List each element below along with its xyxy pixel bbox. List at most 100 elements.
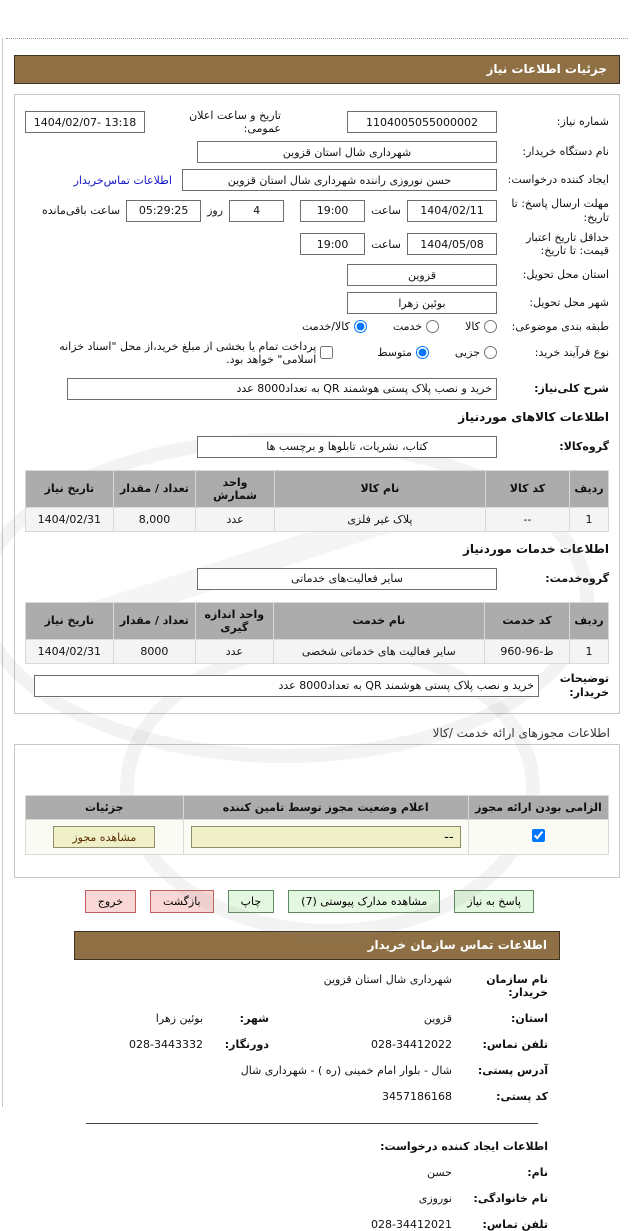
services-cell-date: 1404/02/31 (26, 639, 113, 663)
deadline-date-field[interactable] (407, 199, 497, 222)
contact-province-value: قزوین (423, 1012, 452, 1026)
buyer-notes-field[interactable] (34, 674, 539, 697)
delivery-city-label: شهر محل تحویل: (529, 296, 609, 310)
contact-city-value: بوئین زهرا (155, 1012, 203, 1026)
section-header-buyer-contact: اطلاعات تماس سازمان خریدار (74, 931, 560, 961)
delivery-province-label: استان محل تحویل: (522, 268, 609, 282)
services-cell-row-no: 1 (570, 639, 608, 663)
creator-firstname-label: نام: (527, 1166, 548, 1180)
creator-section-title-row: اطلاعات ایجاد کننده درخواست: (20, 1140, 548, 1153)
permits-table: الزامی بودن ارائه مجوز اعلام وضعیت مجوز … (25, 795, 609, 856)
buyer-org-label: نام دستگاه خریدار: (522, 145, 609, 159)
validity-hour-label: ساعت (371, 237, 401, 251)
service-group-field[interactable] (197, 567, 497, 590)
countdown-timer-field[interactable] (126, 199, 202, 222)
services-header-qty: تعداد / مقدار (113, 602, 195, 639)
section-header-need-details: جزئیات اطلاعات نیاز (14, 55, 620, 84)
row-service-group: گروه‌خدمت: (25, 567, 609, 590)
row-delivery-city: شهر محل تحویل: (25, 292, 609, 314)
announce-datetime-field[interactable] (25, 111, 145, 133)
goods-header-code: کد کالا (485, 470, 570, 507)
radio-goods-service[interactable] (353, 320, 367, 334)
postal-code-value: 3457186168 (382, 1090, 452, 1104)
delivery-city-field[interactable] (347, 292, 497, 314)
goods-header-name: نام کالا (274, 470, 485, 507)
goods-group-label: گروه‌کالا: (559, 439, 609, 453)
radio-minor[interactable] (484, 346, 497, 360)
treasury-checkbox[interactable] (320, 346, 334, 360)
row-creator-lastname: نام خانوادگی: نوروزی (20, 1192, 548, 1205)
respond-to-need-button[interactable]: پاسخ به نیاز (454, 890, 534, 914)
row-goods-group: گروه‌کالا: (25, 435, 609, 458)
row-creator-firstname: نام: حسن (20, 1166, 548, 1179)
purchase-process-label: نوع فرآیند خرید: (534, 345, 609, 359)
delivery-province-field[interactable] (347, 264, 497, 286)
goods-cell-unit: عدد (196, 507, 274, 531)
contact-fax-value: 028-3443332 (129, 1038, 203, 1052)
services-header-date: تاریخ نیاز (26, 602, 113, 639)
need-description-field[interactable] (67, 377, 497, 400)
print-button[interactable]: چاپ (227, 890, 275, 914)
goods-cell-row-no: 1 (570, 507, 608, 531)
permits-panel: الزامی بودن ارائه مجوز اعلام وضعیت مجوز … (14, 744, 620, 879)
view-permit-button[interactable]: مشاهده مجوز (53, 826, 156, 849)
row-need-number: شماره نیاز: تاریخ و ساعت اعلان عمومی: (25, 109, 609, 135)
permit-required-checkbox[interactable] (531, 829, 545, 843)
contact-fax-label: دورنگار: (224, 1038, 269, 1052)
need-number-label: شماره نیاز: (556, 115, 609, 129)
buyer-notes-label: توضیحات خریدار: (559, 671, 609, 699)
buyer-contact-link[interactable]: اطلاعات تماس‌خریدار (73, 173, 172, 187)
exit-button[interactable]: خروج (84, 890, 137, 914)
services-table-row[interactable]: 1 960-96-ط سایر فعالیت های خدماتی شخصی ع… (26, 639, 608, 663)
validity-date-field[interactable] (407, 233, 497, 256)
top-dotted-divider (6, 38, 628, 39)
request-creator-field[interactable] (182, 169, 497, 191)
services-cell-unit: عدد (195, 639, 273, 663)
need-description-label: شرح کلی‌نیاز: (534, 381, 609, 395)
section-divider (86, 1123, 538, 1125)
radio-medium-label: متوسط (377, 346, 412, 360)
contact-phone-value: 028-34412022 (371, 1038, 452, 1052)
row-need-description: شرح کلی‌نیاز: (25, 377, 609, 400)
row-phone-fax: تلفن تماس: 028-34412022 دورنگار: 028-344… (20, 1038, 548, 1051)
goods-group-field[interactable] (197, 435, 497, 458)
contact-province-label: استان: (511, 1012, 548, 1026)
permits-header-required: الزامی بودن ارائه مجوز (468, 796, 608, 820)
goods-header-row-no: ردیف (570, 470, 608, 507)
price-validity-label: حداقل تاریخ اعتبار قیمت: تا تاریخ: (525, 230, 609, 258)
buyer-org-field[interactable] (197, 141, 497, 163)
permits-table-row[interactable]: مشاهده مجوز (26, 820, 608, 855)
org-name-value: شهرداری شال استان قزوین (323, 973, 452, 987)
row-subject-classification: طبقه بندی موضوعی: کالا خدمت کالا/خدمت (25, 320, 609, 334)
permit-status-field[interactable] (190, 826, 461, 849)
service-group-label: گروه‌خدمت: (545, 571, 609, 585)
view-attachments-button[interactable]: مشاهده مدارک پیوستی (7) (288, 890, 441, 914)
postal-address-label: آدرس پستی: (477, 1064, 548, 1078)
days-remaining-field[interactable] (229, 199, 285, 222)
goods-table-row[interactable]: 1 -- پلاک غیر فلزی عدد 8,000 1404/02/31 (26, 507, 608, 531)
row-org-name: نام سازمان خریدار: شهرداری شال استان قزو… (20, 973, 548, 999)
hours-remaining-label: ساعت باقی‌مانده (42, 204, 121, 218)
back-button[interactable]: بازگشت (150, 890, 214, 914)
radio-minor-label: جزیی (454, 346, 480, 360)
validity-time-field[interactable] (300, 233, 366, 256)
services-header-name: نام خدمت (273, 602, 484, 639)
row-buyer-org: نام دستگاه خریدار: (25, 141, 609, 163)
need-number-field[interactable] (347, 111, 497, 133)
org-name-label: نام سازمان خریدار: (486, 973, 548, 1000)
announce-datetime-label: تاریخ و ساعت اعلان عمومی: (189, 109, 281, 135)
page-left-border (2, 38, 3, 1107)
row-postal-address: آدرس پستی: شال - بلوار امام خمینی (ره ) … (20, 1064, 548, 1077)
row-creator-phone: تلفن تماس: 028-34412021 (20, 1218, 548, 1231)
radio-medium[interactable] (415, 346, 429, 360)
action-buttons: پاسخ به نیاز مشاهده مدارک پیوستی (7) چاپ… (0, 890, 534, 914)
services-header-code: کد خدمت (484, 602, 570, 639)
permits-table-header-row: الزامی بودن ارائه مجوز اعلام وضعیت مجوز … (26, 796, 608, 820)
row-purchase-process: نوع فرآیند خرید: جزیی متوسط پرداخت تمام … (25, 340, 609, 366)
services-table-header-row: ردیف کد خدمت نام خدمت واحد اندازه گیری ت… (26, 602, 608, 639)
radio-goods-label: کالا (465, 320, 480, 334)
radio-service[interactable] (426, 320, 440, 334)
radio-goods[interactable] (484, 320, 497, 334)
row-postal-code: کد پستی: 3457186168 (20, 1090, 548, 1103)
deadline-time-field[interactable] (300, 199, 366, 222)
